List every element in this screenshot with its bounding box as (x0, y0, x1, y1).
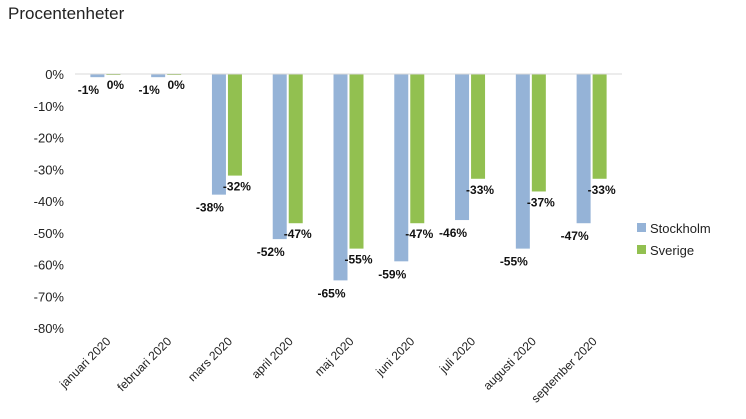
bar-stockholm-3 (272, 74, 287, 240)
data-label-sverige-6: -33% (466, 183, 494, 197)
bar-stockholm-4 (333, 74, 348, 281)
legend-swatch-stockholm (637, 223, 646, 232)
data-label-stockholm-0: -1% (78, 83, 100, 97)
bar-stockholm-0 (90, 74, 105, 78)
data-label-stockholm-4: -65% (317, 286, 345, 300)
data-label-stockholm-3: -52% (257, 245, 285, 259)
data-label-sverige-7: -37% (527, 195, 555, 209)
bar-stockholm-7 (515, 74, 530, 249)
bar-sverige-4 (349, 74, 364, 249)
chart-subtitle: Procentenheter (8, 4, 125, 23)
y-tick-label: -40% (34, 194, 65, 209)
x-tick-label: augusti 2020 (480, 334, 539, 393)
data-label-stockholm-2: -38% (196, 201, 224, 215)
data-label-sverige-8: -33% (588, 183, 616, 197)
bar-sverige-7 (531, 74, 546, 192)
bar-sverige-6 (471, 74, 486, 179)
data-label-sverige-4: -55% (344, 253, 372, 267)
x-tick-label: mars 2020 (185, 334, 235, 384)
y-tick-label: -80% (34, 321, 65, 336)
data-label-stockholm-1: -1% (138, 83, 160, 97)
data-label-stockholm-8: -47% (561, 229, 589, 243)
bar-stockholm-5 (394, 74, 409, 262)
x-tick-label: september 2020 (529, 334, 600, 405)
data-label-sverige-0: 0% (107, 78, 125, 92)
y-tick-label: -70% (34, 289, 65, 304)
y-tick-label: -60% (34, 258, 65, 273)
y-tick-label: 0% (45, 67, 64, 82)
data-label-stockholm-7: -55% (500, 255, 528, 269)
y-tick-label: -20% (34, 131, 65, 146)
legend-swatch-sverige (637, 245, 646, 254)
data-label-sverige-5: -47% (405, 227, 433, 241)
y-tick-label: -10% (34, 99, 65, 114)
x-tick-label: februari 2020 (114, 334, 174, 394)
bar-stockholm-2 (211, 74, 226, 195)
legend-label-sverige: Sverige (650, 243, 694, 258)
x-tick-label: juni 2020 (372, 334, 417, 379)
data-label-sverige-2: -32% (223, 180, 251, 194)
legend-label-stockholm: Stockholm (650, 221, 711, 236)
data-label-stockholm-5: -59% (378, 267, 406, 281)
y-tick-label: -50% (34, 226, 65, 241)
bar-stockholm-1 (151, 74, 166, 78)
bar-stockholm-8 (576, 74, 591, 224)
bar-sverige-8 (592, 74, 607, 179)
data-label-sverige-1: 0% (167, 78, 185, 92)
bar-sverige-2 (227, 74, 242, 176)
bar-sverige-5 (410, 74, 425, 224)
data-label-sverige-3: -47% (284, 227, 312, 241)
x-tick-label: januari 2020 (56, 334, 114, 392)
y-tick-label: -30% (34, 162, 65, 177)
bar-sverige-3 (288, 74, 303, 224)
x-tick-label: juli 2020 (436, 334, 478, 376)
bar-stockholm-6 (455, 74, 470, 221)
data-label-stockholm-6: -46% (439, 226, 467, 240)
x-tick-label: maj 2020 (312, 334, 357, 379)
x-tick-label: april 2020 (249, 334, 296, 381)
